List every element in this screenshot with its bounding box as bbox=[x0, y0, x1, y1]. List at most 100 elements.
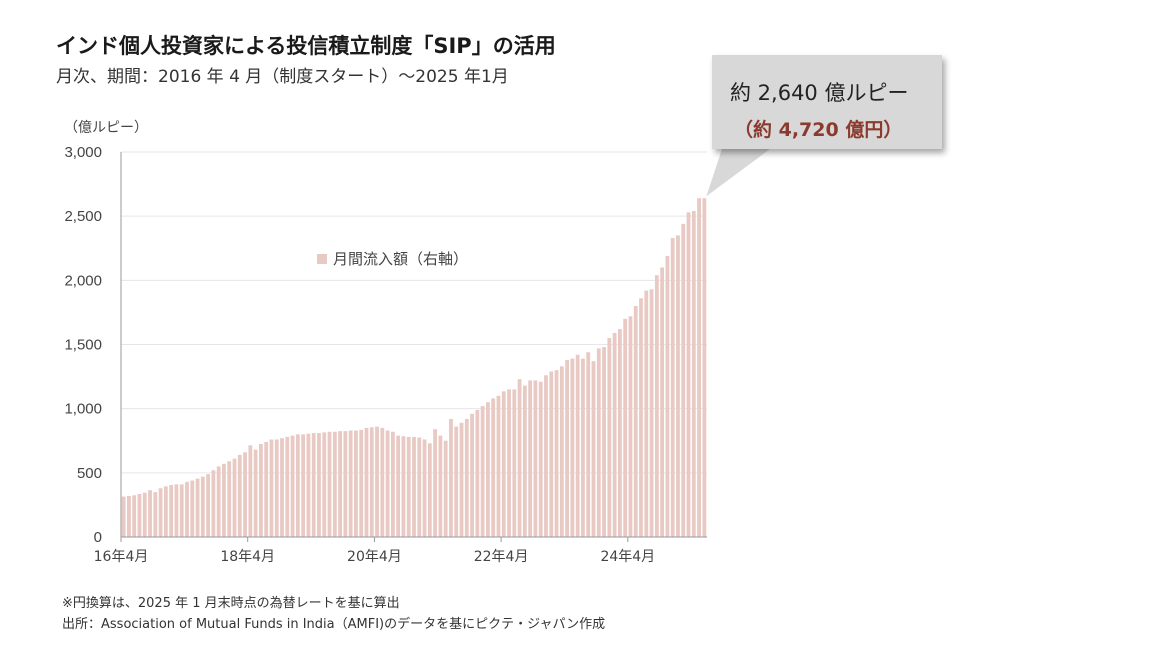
bar bbox=[295, 434, 300, 537]
bar bbox=[470, 413, 474, 537]
bar bbox=[390, 431, 395, 537]
bar bbox=[570, 358, 575, 537]
bar bbox=[169, 485, 174, 537]
bar bbox=[401, 436, 406, 537]
bar bbox=[459, 422, 464, 537]
bar bbox=[480, 406, 485, 537]
bar bbox=[385, 430, 390, 537]
bar bbox=[232, 458, 237, 537]
bar bbox=[248, 445, 253, 537]
bar bbox=[649, 289, 654, 537]
bar bbox=[354, 430, 358, 537]
bar bbox=[253, 449, 258, 537]
bar bbox=[121, 496, 126, 537]
chart-title: インド個人投資家による投信積立制度「SIP」の活用 bbox=[56, 34, 556, 58]
bar bbox=[142, 492, 147, 537]
bar bbox=[343, 431, 348, 537]
bar bbox=[691, 211, 696, 538]
bar bbox=[264, 442, 269, 537]
legend-swatch bbox=[317, 254, 327, 264]
bar bbox=[676, 235, 680, 537]
bar bbox=[274, 439, 279, 537]
bar bbox=[322, 432, 327, 537]
bar bbox=[581, 358, 585, 537]
legend-label: 月間流入額（右軸） bbox=[333, 250, 469, 268]
bar bbox=[496, 395, 501, 537]
y-tick-label: 0 bbox=[94, 529, 102, 546]
bar bbox=[216, 466, 221, 537]
bar bbox=[174, 484, 179, 537]
bar bbox=[280, 438, 284, 537]
bar bbox=[359, 429, 364, 537]
bar bbox=[522, 385, 527, 537]
y-tick-label: 500 bbox=[77, 465, 102, 482]
bar bbox=[554, 370, 559, 537]
bar bbox=[602, 347, 606, 537]
y-tick-label: 1,500 bbox=[64, 337, 102, 354]
bar bbox=[259, 443, 263, 537]
bar bbox=[507, 389, 511, 537]
bar bbox=[311, 433, 316, 537]
bar bbox=[211, 470, 216, 537]
bar bbox=[158, 488, 163, 537]
footnote-source: 出所：Association of Mutual Funds in India（… bbox=[62, 617, 606, 632]
bar bbox=[380, 427, 385, 537]
chart-subtitle: 月次、期間：2016 年 4 月（制度スタート）〜2025 年1月 bbox=[56, 67, 509, 87]
bar bbox=[575, 354, 580, 537]
bar bbox=[533, 380, 538, 537]
bar bbox=[375, 426, 379, 537]
bar bbox=[422, 439, 427, 537]
legend: 月間流入額（右軸） bbox=[317, 248, 468, 269]
bar bbox=[617, 329, 622, 537]
bar bbox=[686, 212, 691, 538]
bar bbox=[406, 436, 411, 537]
y-tick-label: 2,500 bbox=[64, 208, 102, 225]
bar bbox=[665, 255, 670, 537]
bar bbox=[549, 371, 554, 537]
bar bbox=[427, 443, 432, 537]
bar bbox=[153, 492, 158, 537]
x-tick-label: 20年4月 bbox=[347, 549, 402, 565]
bar bbox=[348, 430, 353, 537]
bar bbox=[190, 480, 195, 537]
bar bbox=[137, 494, 142, 537]
y-axis-unit-label: （億ルピー） bbox=[64, 120, 148, 136]
bar bbox=[200, 476, 205, 537]
bar bbox=[644, 290, 649, 537]
bar bbox=[269, 439, 274, 537]
bar bbox=[475, 409, 480, 537]
bar bbox=[433, 429, 438, 537]
bar bbox=[179, 484, 184, 537]
bar bbox=[623, 318, 628, 537]
bar bbox=[132, 495, 137, 537]
bar bbox=[449, 418, 453, 537]
bar bbox=[639, 298, 643, 537]
bar bbox=[306, 433, 311, 537]
bar bbox=[237, 454, 242, 537]
bar bbox=[443, 440, 448, 537]
bar bbox=[517, 379, 522, 537]
bar bbox=[438, 435, 443, 537]
callout-pointer bbox=[706, 149, 770, 197]
y-tick-label: 2,000 bbox=[64, 272, 102, 289]
bar bbox=[559, 366, 564, 537]
bar bbox=[491, 398, 496, 537]
bar bbox=[681, 223, 686, 537]
y-tick-label: 3,000 bbox=[64, 144, 102, 161]
bar bbox=[565, 359, 569, 537]
bar bbox=[697, 198, 701, 537]
bar bbox=[464, 418, 469, 537]
bar bbox=[591, 361, 596, 537]
bar bbox=[195, 478, 200, 537]
bar bbox=[227, 461, 232, 537]
bar bbox=[633, 306, 638, 537]
bar bbox=[369, 427, 374, 537]
bar bbox=[148, 490, 152, 537]
bar bbox=[501, 391, 506, 537]
bar bbox=[285, 436, 290, 537]
bar bbox=[512, 389, 517, 537]
x-tick-label: 24年4月 bbox=[600, 549, 655, 565]
bar bbox=[486, 402, 490, 537]
value-callout: 約 2,640 億ルピー （約 4,720 億円） bbox=[712, 55, 942, 149]
